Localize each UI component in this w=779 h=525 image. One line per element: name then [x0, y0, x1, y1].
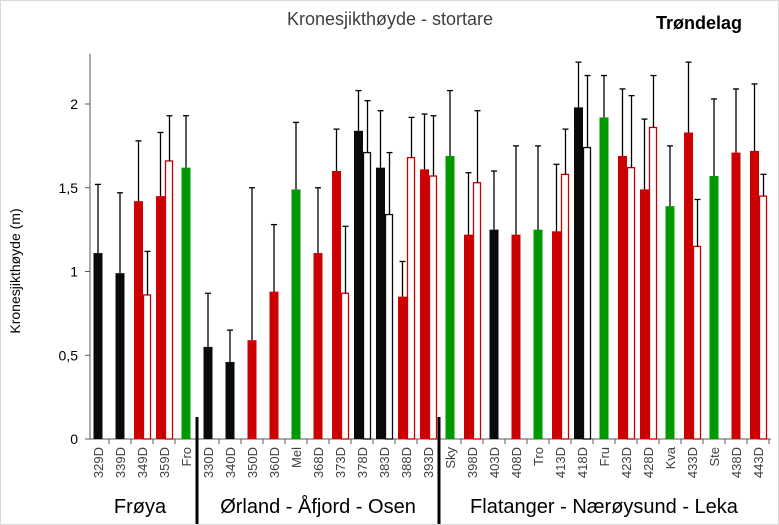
x-tick-label: 438D [729, 447, 744, 478]
bar-433D [684, 132, 693, 439]
x-tick-label: Fru [597, 447, 612, 467]
x-tick-label: 413D [553, 447, 568, 478]
bar-383D [376, 167, 385, 439]
y-tick-label: 0,5 [59, 347, 79, 363]
x-tick-label: 339D [113, 447, 128, 478]
x-tick-label: 373D [333, 447, 348, 478]
bar-373D [332, 171, 341, 439]
x-tick-label: 350D [245, 447, 260, 478]
bar-330D [203, 346, 213, 439]
hollow-bar-373D [340, 292, 350, 440]
bar-Sky [445, 155, 455, 440]
x-tick-label: Tro [531, 447, 546, 466]
bar-360D [269, 291, 279, 439]
bar-418D [574, 107, 583, 439]
y-tick-label: 2 [70, 96, 78, 112]
group-label: Ørland - Åfjord - Osen [220, 495, 416, 518]
hollow-bar-443D [758, 195, 768, 440]
bar-438D [731, 152, 741, 439]
x-tick-label: 443D [751, 447, 766, 478]
hollow-bar-398D [472, 182, 482, 440]
bar-388D [398, 296, 407, 439]
bar-Mel [291, 189, 301, 439]
bar-408D [511, 234, 521, 439]
x-tick-label: Mel [289, 447, 304, 468]
hollow-bar-428D [648, 126, 658, 440]
y-tick-label: 1,5 [59, 180, 79, 196]
hollow-bar-359D [164, 160, 174, 440]
x-tick-label: 378D [355, 447, 370, 478]
bar-349D [134, 201, 143, 439]
bar-350D [247, 340, 257, 439]
bar-Ste [709, 176, 719, 439]
bar-Fro [181, 167, 191, 439]
hollow-bar-418D [582, 146, 592, 440]
hollow-bar-383D [384, 213, 394, 440]
x-tick-label: Fro [179, 447, 194, 467]
x-tick-label: 359D [157, 447, 172, 478]
bar-413D [552, 231, 561, 439]
x-tick-label: 428D [641, 447, 656, 478]
y-axis-label: Kronesjikthøyde (m) [7, 208, 23, 333]
bar-Kva [665, 206, 675, 439]
bar-329D [93, 253, 103, 439]
x-tick-label: Kva [663, 446, 678, 469]
x-tick-label: 393D [421, 447, 436, 478]
bar-443D [750, 150, 759, 439]
hollow-bar-413D [560, 173, 570, 440]
hollow-bar-393D [428, 175, 438, 440]
y-tick-label: 0 [70, 431, 78, 447]
x-tick-label: 360D [267, 447, 282, 478]
bar-428D [640, 189, 649, 439]
x-tick-label: 349D [135, 447, 150, 478]
bar-403D [489, 229, 499, 439]
bar-339D [115, 273, 125, 439]
x-tick-label: 403D [487, 447, 502, 478]
bar-378D [354, 130, 363, 440]
x-tick-label: Sky [443, 447, 458, 469]
hollow-bar-378D [362, 151, 372, 440]
x-tick-label: 408D [509, 447, 524, 478]
x-tick-label: 340D [223, 447, 238, 478]
y-tick-label: 1 [70, 264, 78, 280]
hollow-bar-433D [692, 245, 702, 440]
x-tick-label: 433D [685, 447, 700, 478]
bar-Tro [533, 229, 543, 439]
bar-340D [225, 361, 235, 439]
x-tick-label: Ste [707, 447, 722, 467]
chart-title: Kronesjikthøyde - stortare [287, 9, 493, 29]
hollow-bar-423D [626, 166, 636, 440]
x-tick-label: 383D [377, 447, 392, 478]
group-label: Flatanger - Nærøysund - Leka [470, 496, 739, 518]
region-label: Trøndelag [656, 13, 742, 33]
x-tick-label: 368D [311, 447, 326, 478]
bar-359D [156, 196, 165, 439]
x-tick-label: 418D [575, 447, 590, 478]
bar-393D [420, 169, 429, 439]
bar-398D [464, 234, 473, 439]
hollow-bar-349D [142, 294, 152, 440]
x-tick-label: 388D [399, 447, 414, 478]
bar-423D [618, 155, 627, 440]
bar-Fru [599, 117, 609, 440]
hollow-bar-388D [406, 156, 416, 440]
x-tick-label: 329D [91, 447, 106, 478]
bar-368D [313, 253, 323, 439]
x-tick-label: 330D [201, 447, 216, 478]
x-tick-label: 398D [465, 447, 480, 478]
group-label: Frøya [114, 496, 167, 518]
x-tick-label: 423D [619, 447, 634, 478]
